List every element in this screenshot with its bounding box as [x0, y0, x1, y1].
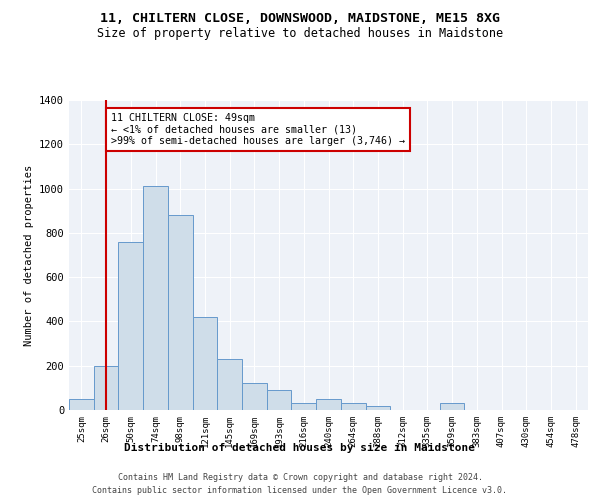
Text: Size of property relative to detached houses in Maidstone: Size of property relative to detached ho… — [97, 28, 503, 40]
Bar — [143, 186, 168, 410]
Bar — [193, 317, 217, 410]
Bar — [94, 366, 118, 410]
Text: Contains public sector information licensed under the Open Government Licence v3: Contains public sector information licen… — [92, 486, 508, 495]
Bar — [440, 404, 464, 410]
Bar — [341, 404, 365, 410]
Bar — [292, 404, 316, 410]
Text: 11 CHILTERN CLOSE: 49sqm
← <1% of detached houses are smaller (13)
>99% of semi-: 11 CHILTERN CLOSE: 49sqm ← <1% of detach… — [111, 114, 405, 146]
Bar — [242, 384, 267, 410]
Y-axis label: Number of detached properties: Number of detached properties — [23, 164, 34, 346]
Bar — [365, 406, 390, 410]
Text: Contains HM Land Registry data © Crown copyright and database right 2024.: Contains HM Land Registry data © Crown c… — [118, 472, 482, 482]
Bar — [168, 215, 193, 410]
Text: Distribution of detached houses by size in Maidstone: Distribution of detached houses by size … — [125, 442, 476, 452]
Bar — [69, 399, 94, 410]
Bar — [316, 399, 341, 410]
Text: 11, CHILTERN CLOSE, DOWNSWOOD, MAIDSTONE, ME15 8XG: 11, CHILTERN CLOSE, DOWNSWOOD, MAIDSTONE… — [100, 12, 500, 26]
Bar — [118, 242, 143, 410]
Bar — [217, 359, 242, 410]
Bar — [267, 390, 292, 410]
